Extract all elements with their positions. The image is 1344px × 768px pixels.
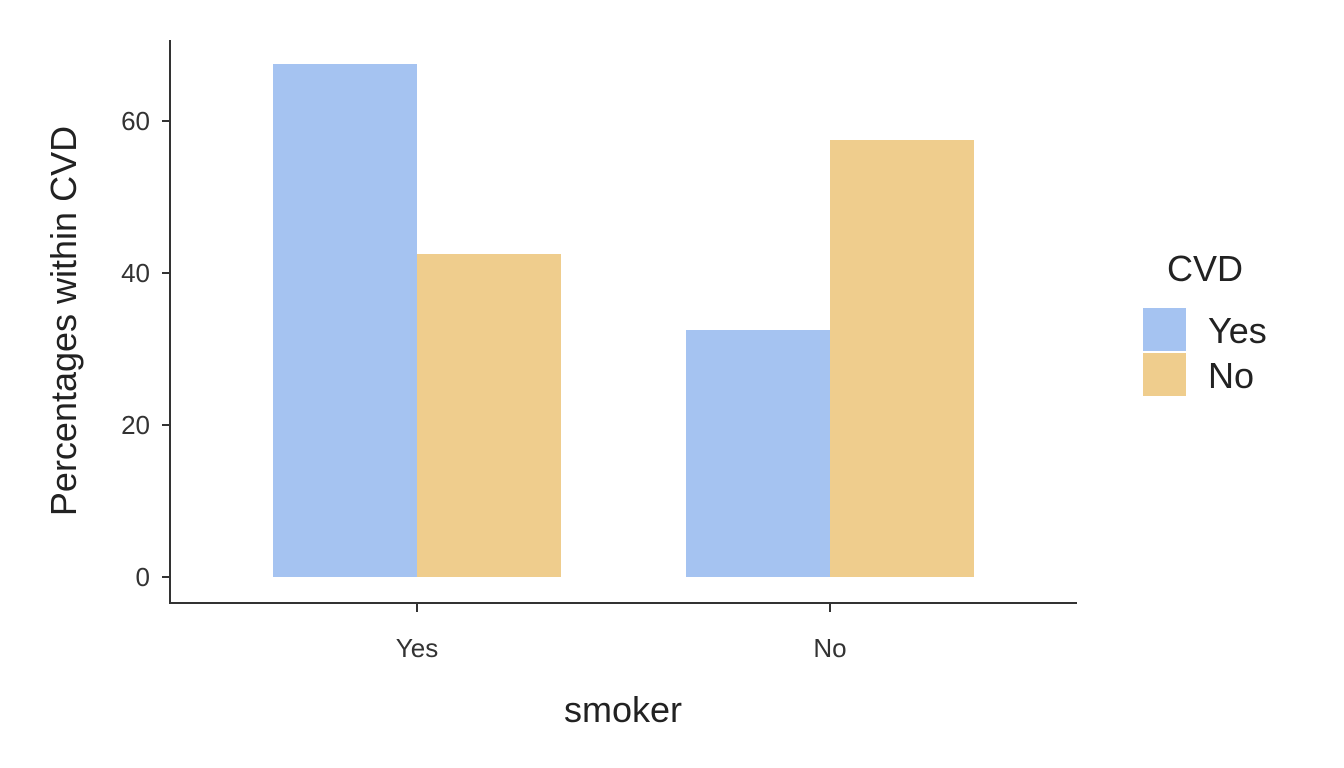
y-axis-ticks: 0 20 40 60: [121, 106, 170, 592]
legend-title: CVD: [1167, 248, 1243, 289]
bar-no-no: [830, 140, 974, 577]
y-tick-label: 0: [136, 562, 150, 592]
x-tick-label: No: [813, 633, 846, 663]
bar-no-yes: [686, 330, 830, 577]
plot-area: 0 20 40 60 Yes No: [121, 40, 1077, 663]
legend-label-no: No: [1208, 355, 1254, 396]
y-axis-title: Percentages within CVD: [43, 126, 84, 516]
bar-yes-yes: [273, 64, 417, 577]
legend-key-no: [1143, 353, 1186, 396]
x-axis-ticks: Yes No: [396, 603, 847, 663]
x-axis-title: smoker: [564, 689, 682, 730]
bars-group: [273, 64, 974, 577]
y-tick-label: 20: [121, 410, 150, 440]
legend-label-yes: Yes: [1208, 310, 1267, 351]
x-tick-label: Yes: [396, 633, 438, 663]
y-tick-label: 60: [121, 106, 150, 136]
bar-yes-no: [417, 254, 561, 577]
y-tick-label: 40: [121, 258, 150, 288]
legend-key-yes: [1143, 308, 1186, 351]
